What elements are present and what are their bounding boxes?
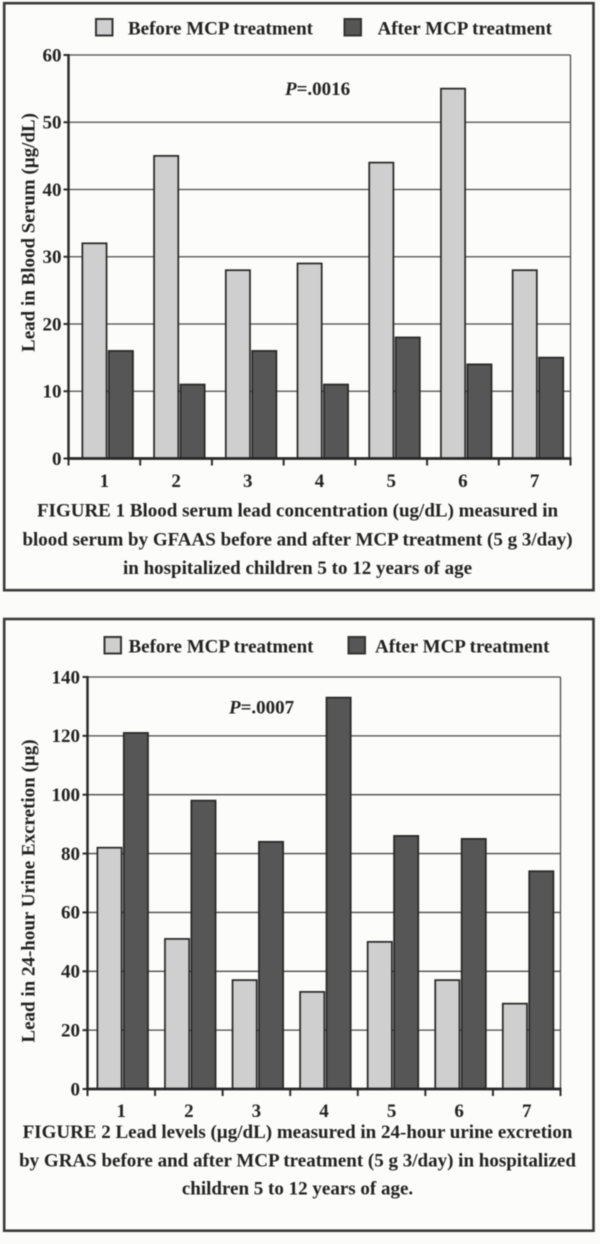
svg-text:20: 20 <box>61 1020 80 1041</box>
svg-text:7: 7 <box>522 1101 532 1122</box>
svg-text:FIGURE 1 Blood serum lead conc: FIGURE 1 Blood serum lead concentration … <box>37 501 559 522</box>
svg-text:60: 60 <box>43 45 62 66</box>
svg-text:7: 7 <box>530 471 540 492</box>
svg-text:4: 4 <box>319 1101 329 1122</box>
svg-text:2: 2 <box>171 471 181 492</box>
svg-text:20: 20 <box>43 314 62 335</box>
svg-text:Before MCP treatment: Before MCP treatment <box>128 19 314 40</box>
svg-text:FIGURE 2 Lead levels (µg/dL) m: FIGURE 2 Lead levels (µg/dL) measured in… <box>23 1122 573 1143</box>
svg-text:2: 2 <box>184 1101 194 1122</box>
svg-text:Lead in 24-hour Urine Excretio: Lead in 24-hour Urine Excretion (µg) <box>19 739 40 1042</box>
svg-text:After MCP treatment: After MCP treatment <box>375 637 550 658</box>
svg-text:3: 3 <box>252 1101 262 1122</box>
svg-text:60: 60 <box>61 903 80 924</box>
svg-text:children 5 to 12 years of age.: children 5 to 12 years of age. <box>182 1179 413 1200</box>
svg-text:40: 40 <box>61 962 80 983</box>
svg-text:by GRAS before and after MCP t: by GRAS before and after MCP treatment (… <box>19 1151 576 1172</box>
svg-text:30: 30 <box>43 247 62 268</box>
svg-text:40: 40 <box>43 180 62 201</box>
svg-text:120: 120 <box>52 726 81 747</box>
svg-text:P=.0007: P=.0007 <box>228 698 295 719</box>
svg-text:0: 0 <box>71 1079 81 1100</box>
svg-text:6: 6 <box>454 1101 464 1122</box>
svg-text:3: 3 <box>243 471 253 492</box>
svg-text:After MCP treatment: After MCP treatment <box>378 19 553 40</box>
svg-text:blood serum by GFAAS before an: blood serum by GFAAS before and after MC… <box>22 530 572 551</box>
svg-text:6: 6 <box>458 471 468 492</box>
svg-text:Lead in Blood Serum (µg/dL): Lead in Blood Serum (µg/dL) <box>19 113 40 352</box>
svg-text:5: 5 <box>387 1101 397 1122</box>
svg-text:1: 1 <box>117 1101 127 1122</box>
svg-text:Before MCP treatment: Before MCP treatment <box>129 637 315 658</box>
svg-text:10: 10 <box>43 382 62 403</box>
svg-text:1: 1 <box>100 471 110 492</box>
svg-text:50: 50 <box>43 113 62 134</box>
svg-text:P=.0016: P=.0016 <box>284 79 350 100</box>
svg-text:100: 100 <box>52 785 81 806</box>
svg-text:80: 80 <box>61 844 80 865</box>
svg-text:in hospitalized children 5 to: in hospitalized children 5 to 12 years o… <box>123 558 472 579</box>
svg-text:0: 0 <box>52 449 62 470</box>
svg-text:140: 140 <box>52 667 81 688</box>
svg-text:4: 4 <box>315 471 325 492</box>
svg-text:5: 5 <box>386 471 396 492</box>
